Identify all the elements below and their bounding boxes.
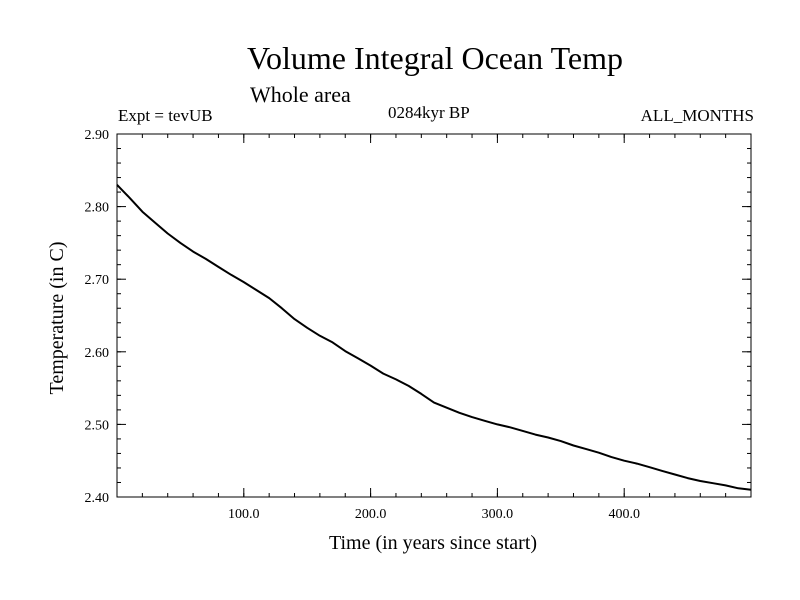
- x-tick-label: 300.0: [482, 507, 514, 522]
- x-axis-label: Time (in years since start): [329, 532, 537, 554]
- months-label: ALL_MONTHS: [640, 106, 754, 125]
- chart-subtitle: Whole area: [250, 82, 351, 107]
- y-tick-label: 2.90: [85, 128, 110, 143]
- y-axis-label: Temperature (in C): [46, 242, 68, 395]
- x-tick-label: 200.0: [355, 507, 387, 522]
- experiment-label: Expt = tevUB: [118, 106, 213, 125]
- plot-frame: [116, 133, 752, 498]
- y-tick-label: 2.80: [85, 201, 110, 216]
- chart-title: Volume Integral Ocean Temp: [246, 40, 623, 76]
- y-tick-label: 2.50: [85, 418, 110, 433]
- y-tick-label: 2.40: [85, 491, 110, 506]
- x-tick-label: 400.0: [608, 507, 640, 522]
- y-tick-label: 2.60: [85, 346, 110, 361]
- x-tick-label: 100.0: [228, 507, 260, 522]
- period-label: 0284kyr BP: [388, 103, 470, 122]
- y-tick-label: 2.70: [85, 273, 110, 288]
- series-line: [116, 184, 752, 491]
